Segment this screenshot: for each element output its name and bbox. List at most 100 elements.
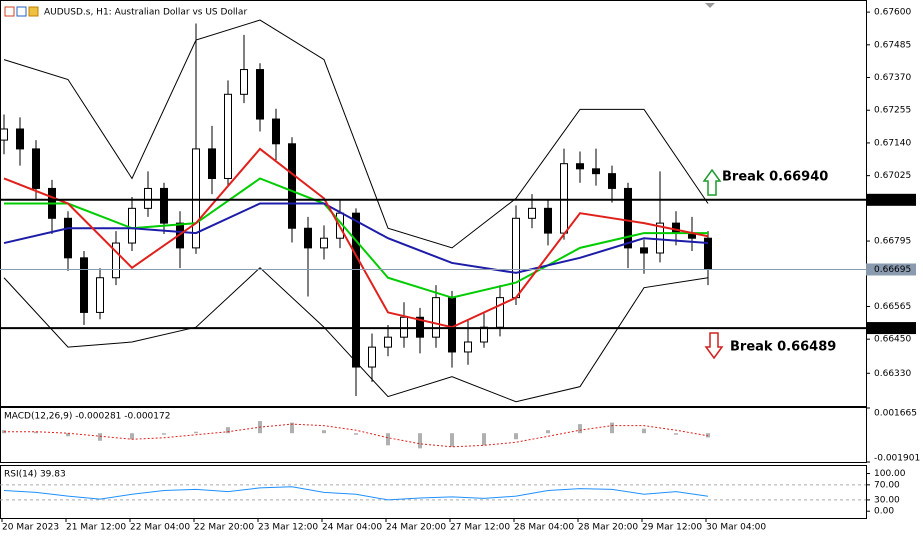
level-box	[866, 322, 916, 335]
x-tick-label: 28 Mar 20:00	[578, 523, 638, 533]
macd-label: MACD(12,26,9) -0.000281 -0.000172	[4, 412, 170, 422]
annotation: Break 0.66489	[730, 340, 836, 355]
candle-body	[672, 222, 680, 234]
macd-bar	[578, 424, 582, 434]
toolbar-icons	[4, 6, 39, 17]
macd-bar	[66, 433, 70, 437]
candle-body	[576, 163, 584, 170]
candle-body	[32, 148, 40, 189]
x-tick-label: 20 Mar 2023	[2, 523, 59, 533]
candle-body	[608, 173, 616, 189]
candle-body	[624, 187, 632, 249]
candle-body	[0, 128, 8, 141]
macd-bar	[674, 433, 678, 435]
indicator-line	[4, 177, 708, 299]
indicator-line	[3, 202, 709, 274]
candle-body	[64, 217, 72, 259]
rsi-panel	[0, 465, 867, 519]
candle-body	[464, 341, 472, 353]
candle-body	[640, 247, 648, 254]
y-tick-label: 0.67600	[874, 8, 911, 18]
y-tick-label: 0.67140	[874, 138, 911, 148]
x-tick-label: 30 Mar 04:00	[706, 523, 766, 533]
macd-bar	[642, 428, 646, 434]
macd-bar	[450, 433, 454, 447]
chart-title: AUDUSD.s, H1: Australian Dollar vs US Do…	[44, 8, 247, 18]
y-tick-label: 100.00	[874, 469, 906, 479]
candle-body	[112, 242, 120, 279]
shift-marker	[705, 3, 715, 8]
rsi-label: RSI(14) 39.83	[4, 470, 66, 480]
macd-bar	[610, 422, 614, 434]
y-tick-label: 30.00	[874, 495, 900, 505]
macd-bar	[290, 422, 294, 434]
rsi-line	[3, 486, 709, 501]
y-tick-label: 0.66330	[874, 369, 911, 379]
icon	[4, 6, 15, 17]
icon	[28, 6, 39, 17]
candle-body	[224, 93, 232, 179]
candle-body	[384, 336, 392, 348]
candle-body	[352, 212, 360, 368]
indicator-line	[3, 147, 709, 329]
indicator-line	[3, 19, 709, 249]
x-tick-label: 23 Mar 12:00	[258, 523, 318, 533]
candle-body	[432, 297, 440, 338]
candle-body	[560, 163, 568, 234]
y-tick-label: 0.001665	[874, 409, 917, 419]
up-arrow	[702, 168, 722, 196]
y-tick-label: 0.66450	[874, 335, 911, 345]
macd-bar	[546, 430, 550, 434]
y-tick-label: 0.66565	[874, 302, 911, 312]
macd-bar	[322, 430, 326, 434]
candle-body	[16, 128, 24, 150]
y-tick-label: 0.67485	[874, 40, 911, 50]
candle-body	[192, 148, 200, 249]
macd-bar	[386, 433, 390, 446]
candle-body	[80, 257, 88, 313]
candle-body	[144, 187, 152, 209]
candle-body	[448, 297, 456, 353]
macd-panel	[0, 407, 867, 463]
candle-body	[480, 326, 488, 343]
candle-body	[368, 346, 376, 368]
macd-bar	[162, 433, 166, 435]
x-tick-label: 24 Mar 20:00	[386, 523, 446, 533]
candle-body	[96, 277, 104, 313]
x-tick-label: 28 Mar 04:00	[514, 523, 574, 533]
candle-body	[160, 187, 168, 224]
y-tick-label: 0.67025	[874, 171, 911, 181]
macd-signal	[4, 423, 709, 448]
y-tick-label: 70.00	[874, 480, 900, 490]
macd-bar	[226, 427, 230, 434]
macd-bar	[514, 433, 518, 440]
macd-bar	[34, 431, 38, 434]
candle-body	[256, 69, 264, 120]
candle-body	[544, 207, 552, 234]
down-arrow	[704, 332, 724, 360]
x-tick-label: 27 Mar 12:00	[450, 523, 510, 533]
y-tick-label: -0.001901	[874, 454, 920, 464]
level-box	[866, 193, 916, 206]
macd-bar	[194, 431, 198, 434]
x-tick-label: 22 Mar 20:00	[194, 523, 254, 533]
candle-body	[208, 148, 216, 179]
indicator-line	[3, 267, 709, 403]
x-tick-label: 21 Mar 12:00	[66, 523, 126, 533]
y-tick-label: 0.67370	[874, 73, 911, 83]
candle-body	[128, 207, 136, 244]
level-label: 0.66489	[874, 324, 911, 334]
candle-body	[656, 222, 664, 254]
candle-body	[240, 69, 248, 95]
x-tick-label: 29 Mar 12:00	[642, 523, 702, 533]
macd-bar	[482, 433, 486, 446]
macd-bar	[354, 433, 358, 435]
candle-body	[512, 217, 520, 299]
candle-body	[528, 207, 536, 219]
y-tick-label: 0.00	[874, 507, 894, 517]
candle-body	[272, 118, 280, 145]
candle-body	[496, 297, 504, 328]
level-label: 0.66940	[874, 195, 911, 205]
